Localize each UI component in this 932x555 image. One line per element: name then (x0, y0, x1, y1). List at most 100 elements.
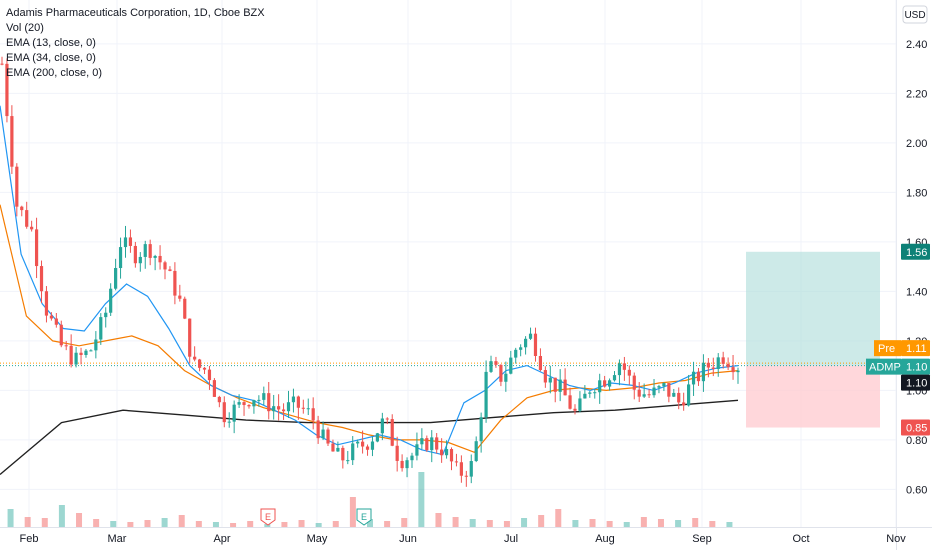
pre-price-tag-bg (901, 340, 930, 357)
candle-body (474, 441, 478, 462)
volume-bar (572, 520, 579, 527)
candle-body (667, 383, 671, 397)
candle-body (0, 63, 4, 65)
y-tick-label: 0.60 (906, 484, 927, 496)
candle-body (509, 357, 513, 374)
candle-body (370, 441, 375, 450)
candle-body (538, 355, 543, 371)
candle-body (109, 288, 113, 313)
candle-body (118, 247, 123, 269)
legend-ema13[interactable]: EMA (13, close, 0) (6, 37, 96, 49)
volume-bar (452, 517, 459, 527)
candle-body (89, 350, 93, 352)
candle-body (578, 398, 582, 411)
volume-bar (726, 522, 733, 527)
candle-body (583, 393, 587, 399)
candle-body (375, 433, 380, 442)
x-tick-label: May (307, 533, 328, 545)
volume-bar (401, 518, 408, 527)
candle-body (598, 380, 602, 393)
candle-body (415, 444, 419, 456)
candle-body (257, 399, 261, 401)
candle-body (188, 318, 192, 357)
candle-body (420, 438, 424, 445)
volume-bar (367, 519, 373, 527)
candle-body (558, 379, 562, 392)
price-axis-panel (896, 0, 932, 550)
volume-bar (58, 505, 65, 527)
candle-body (440, 449, 444, 456)
candle-body (459, 462, 463, 476)
volume-bar (127, 522, 134, 527)
volume-bar (281, 522, 288, 527)
candle-body (59, 324, 63, 346)
target-price-tag: 1.56 (906, 247, 927, 259)
currency-badge-label: USD (904, 10, 925, 21)
pre-label: Pre (878, 343, 895, 355)
candle-body (351, 443, 355, 461)
last-price-tag: 1.10 (906, 378, 927, 390)
candle-body (232, 404, 236, 422)
volume-bar (110, 521, 117, 527)
candle-body (435, 437, 439, 450)
candle-body (617, 363, 622, 376)
volume-bar (298, 520, 305, 527)
candle-body (114, 268, 118, 289)
candle-body (25, 210, 29, 227)
candle-body (593, 392, 597, 394)
candle-body (193, 356, 197, 360)
candle-body (54, 318, 58, 325)
candle-body (647, 394, 651, 396)
volume-bar (161, 518, 168, 527)
volume-bar (41, 518, 48, 527)
volume-bar (640, 517, 647, 527)
candle-body (133, 245, 137, 264)
candle-body (183, 298, 187, 319)
volume-bar (264, 524, 271, 527)
candle-body (682, 402, 686, 406)
candle-body (568, 395, 572, 409)
stop-price-tag: 0.85 (906, 423, 927, 435)
volume-bar (692, 518, 699, 527)
legend-volume[interactable]: Vol (20) (6, 22, 44, 34)
candle-body (311, 408, 315, 421)
stop-zone (746, 365, 880, 428)
candle-body (385, 418, 389, 420)
earnings-marker-label: E (361, 512, 367, 522)
legend-title[interactable]: Adamis Pharmaceuticals Corporation, 1D, … (6, 7, 265, 19)
legend-ema200[interactable]: EMA (200, close, 0) (6, 67, 102, 79)
candle-body (410, 455, 414, 461)
candle-body (207, 369, 212, 381)
volume-bar (178, 515, 185, 527)
candle-body (336, 447, 340, 452)
volume-bar (606, 521, 613, 527)
earnings-marker-label: E (265, 512, 271, 522)
candle-body (158, 255, 162, 263)
volume-bar (657, 519, 664, 527)
x-tick-label: Feb (20, 533, 39, 545)
candle-body (212, 380, 217, 397)
candle-body (247, 405, 251, 407)
volume-bar (230, 523, 237, 527)
target-price-tag-bg (901, 243, 930, 260)
volume-bar (589, 519, 596, 527)
candle-body (222, 402, 226, 423)
volume-bar (315, 523, 322, 527)
y-tick-label: 1.80 (906, 187, 927, 199)
candle-body (44, 291, 49, 316)
candle-body (716, 357, 720, 369)
candle-body (267, 393, 271, 412)
legend-ema34[interactable]: EMA (34, close, 0) (6, 52, 96, 64)
candle-body (34, 229, 39, 267)
ticker-label: ADMP (869, 362, 901, 374)
candle-body (39, 266, 44, 292)
candle-body (464, 475, 468, 477)
candle-body (449, 449, 454, 462)
candle-body (390, 419, 394, 446)
candle-body (657, 386, 661, 388)
candle-body (356, 441, 360, 444)
candle-body (588, 392, 592, 394)
candle-body (706, 362, 710, 368)
